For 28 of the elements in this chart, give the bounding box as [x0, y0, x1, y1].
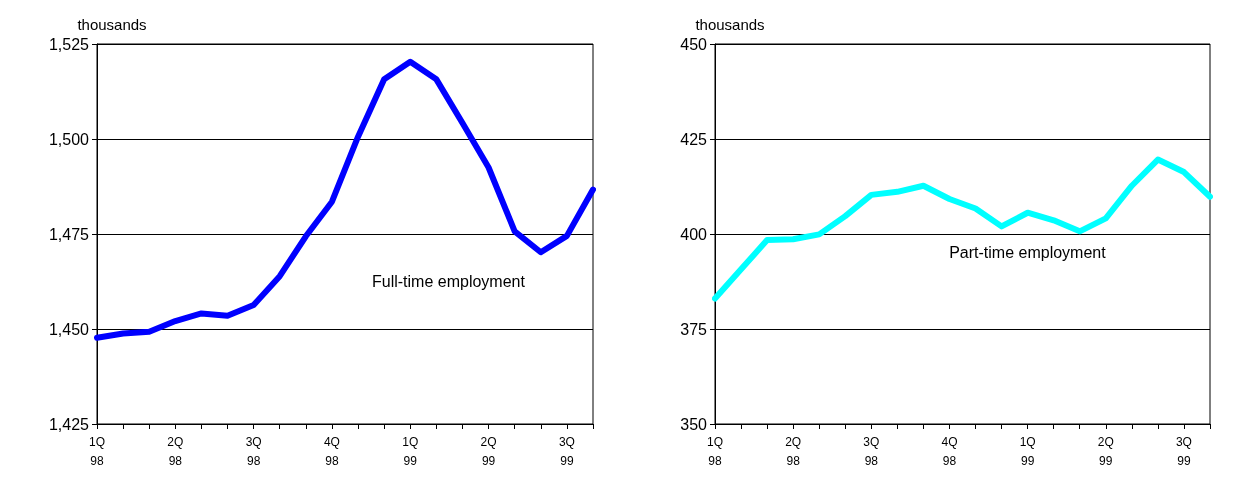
y-tick-label: 375 — [680, 320, 708, 338]
x-tick-label: 3Q 99 — [1175, 434, 1192, 468]
x-tick-label: 4Q 98 — [323, 434, 340, 468]
y-axis-title: thousands — [695, 16, 765, 33]
y-tick-label: 350 — [680, 415, 708, 433]
y-tick-label: 1,500 — [48, 130, 90, 148]
x-tick-label: 1Q 98 — [706, 434, 724, 468]
x-tick-label: 2Q 98 — [785, 434, 802, 468]
y-tick-label: 1,525 — [48, 35, 90, 53]
y-tick-label: 425 — [680, 130, 708, 148]
x-tick-label: 2Q 98 — [167, 434, 184, 468]
series-label: Part-time employment — [949, 244, 1107, 261]
x-tick-label: 1Q 99 — [402, 434, 419, 468]
x-tick-label: 3Q 99 — [558, 434, 575, 468]
x-tick-label: 3Q 98 — [245, 434, 262, 468]
x-tick-label: 2Q 99 — [480, 434, 497, 468]
y-axis-title: thousands — [77, 16, 147, 33]
y-tick-label: 1,475 — [48, 225, 90, 243]
y-tick-label: 1,450 — [48, 320, 90, 338]
y-tick-label: 400 — [680, 225, 708, 243]
y-tick-label: 450 — [680, 35, 708, 53]
series-label: Full-time employment — [372, 273, 526, 291]
x-tick-label: 1Q 98 — [88, 434, 106, 468]
x-tick-label: 1Q 99 — [1019, 434, 1036, 468]
y-tick-label: 1,425 — [48, 415, 90, 433]
x-tick-label: 3Q 98 — [863, 434, 880, 468]
x-tick-label: 4Q 98 — [941, 434, 958, 468]
x-tick-label: 2Q 99 — [1097, 434, 1114, 468]
